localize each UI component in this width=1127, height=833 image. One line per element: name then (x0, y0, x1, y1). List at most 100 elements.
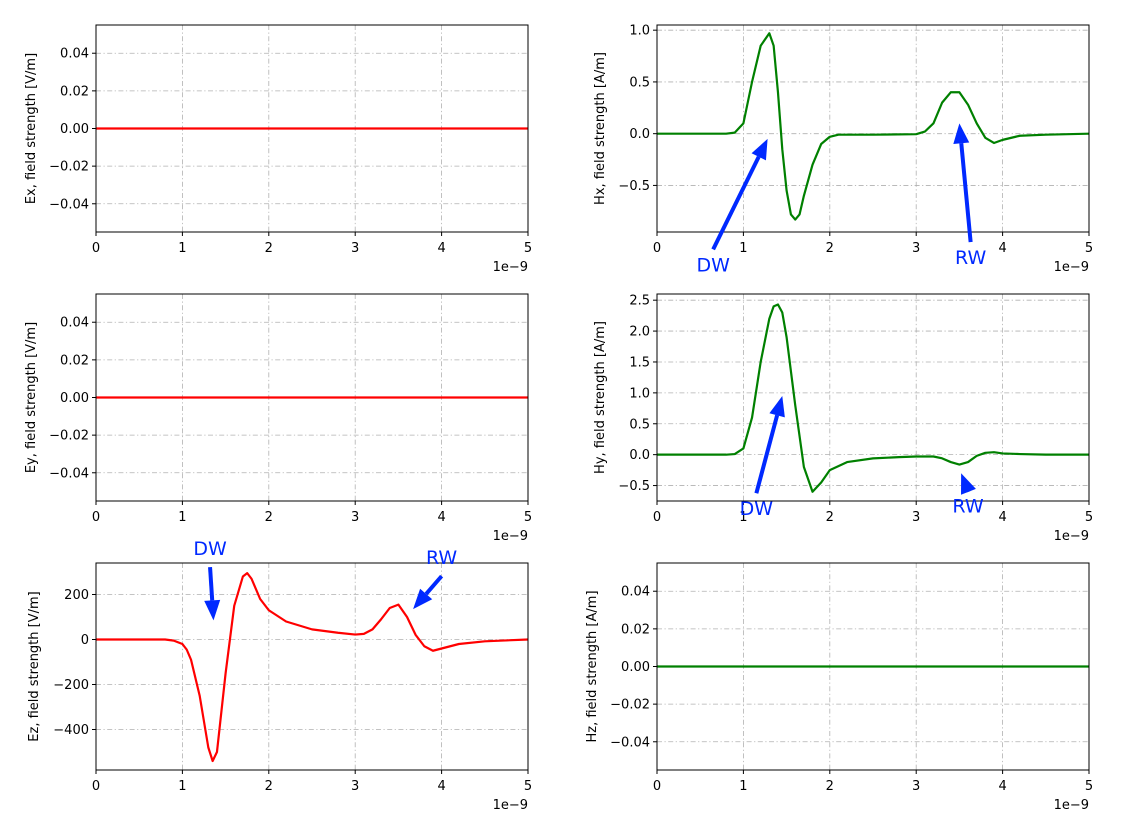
ey-x-tick-label: 0 (92, 510, 100, 525)
ez-annotation-label: RW (426, 547, 457, 569)
hy-x-tick-label: 5 (1085, 510, 1093, 525)
hy-annotations: DW RW (740, 395, 984, 520)
ez-series-line (96, 572, 528, 763)
hz-y-tick-label: 0.00 (621, 660, 650, 675)
ex-x-tick-label: 3 (351, 241, 359, 256)
hz-x-tick-label: 1 (739, 779, 747, 794)
hx-y-axis-label: Hx, field strength [A/m] (593, 52, 608, 205)
hz-x-tick-label: 0 (653, 779, 661, 794)
hx-x-offset-label: 1e−9 (1054, 260, 1089, 275)
ez-x-tick-label: 5 (524, 779, 532, 794)
hy-y-tick-label: 0.5 (629, 417, 650, 432)
hy-y-tick-label: 1.5 (629, 355, 650, 370)
ex-y-axis-label: Ex, field strength [V/m] (24, 53, 39, 204)
ez-y-tick-label: −400 (53, 723, 89, 738)
hx-x-tick-label: 4 (998, 241, 1006, 256)
hx-annotation-arrow-shaft (711, 155, 761, 251)
hx-y-tick-label: 0.5 (629, 75, 650, 90)
ex-ticks: 0 1 2 3 4 5 −0.04 −0.02 0.00 0.02 0.04 (49, 47, 532, 256)
hz-ticks: 0 1 2 3 4 5 −0.04 −0.02 0.00 0.02 0.04 (610, 585, 1093, 794)
ey-ticks: 0 1 2 3 4 5 −0.04 −0.02 0.00 0.02 0.04 (49, 316, 532, 525)
hy-annotation-label: RW (952, 496, 983, 518)
hx-grid (656, 25, 1090, 232)
ez-axes-frame (95, 562, 529, 771)
ez-x-tick-label: 1 (178, 779, 186, 794)
hz-x-tick-label: 2 (826, 779, 834, 794)
hy-y-tick-label: 2.5 (629, 294, 650, 309)
hx-axes-frame (656, 24, 1090, 233)
ez-annotations: DW RW (193, 538, 457, 621)
ex-subplot: 0 1 2 3 4 5 −0.04 −0.02 0.00 0.02 0.04 1e−9 Ex, fi… (24, 24, 532, 275)
hy-annotation-arrow-head (769, 395, 785, 418)
ez-x-tick-label: 4 (437, 779, 445, 794)
hx-annotation-arrow-head (953, 123, 970, 144)
ex-x-tick-label: 1 (178, 241, 186, 256)
hx-ticks: 0 1 2 3 4 5 −0.5 0.0 0.5 1.0 (618, 24, 1093, 256)
hx-y-tick-label: 1.0 (629, 24, 650, 39)
hx-x-tick-label: 3 (912, 241, 920, 256)
hx-subplot: 0 1 2 3 4 5 −0.5 0.0 0.5 1.0 1e−9 Hx, field stren… (593, 24, 1093, 277)
ez-annotation-arrow-shaft (424, 574, 444, 596)
hy-series-line (657, 303, 1089, 493)
ez-ticks: 0 1 2 3 4 5 −400 −200 0 200 (53, 588, 532, 794)
ez-annotation-arrow-head (204, 599, 221, 621)
hy-annotation-label: DW (740, 498, 774, 520)
ez-y-tick-label: −200 (53, 678, 89, 693)
hy-annotation-arrow-shaft (754, 414, 780, 494)
ex-y-tick-label: 0.00 (60, 122, 89, 137)
hz-y-tick-label: −0.04 (610, 735, 650, 750)
ex-x-tick-label: 5 (524, 241, 532, 256)
ey-y-tick-label: −0.04 (49, 466, 89, 481)
hz-y-tick-label: −0.02 (610, 698, 650, 713)
hy-x-tick-label: 3 (912, 510, 920, 525)
hy-plot-area (657, 303, 1089, 493)
ey-y-tick-label: −0.02 (49, 429, 89, 444)
ey-x-tick-label: 3 (351, 510, 359, 525)
hz-x-tick-label: 3 (912, 779, 920, 794)
ey-y-tick-label: 0.02 (60, 353, 89, 368)
hx-y-tick-label: −0.5 (618, 179, 650, 194)
ey-x-tick-label: 2 (265, 510, 273, 525)
ey-x-tick-label: 1 (178, 510, 186, 525)
hx-x-tick-label: 1 (739, 241, 747, 256)
hy-axes-frame (656, 293, 1090, 502)
ez-y-tick-label: 200 (64, 588, 89, 603)
ez-x-tick-label: 2 (265, 779, 273, 794)
hz-x-offset-label: 1e−9 (1054, 798, 1089, 813)
ez-plot-area (96, 572, 528, 763)
ez-annotation-label: DW (193, 538, 227, 560)
hy-y-axis-label: Hy, field strength [A/m] (593, 321, 608, 474)
hy-x-offset-label: 1e−9 (1054, 529, 1089, 544)
ez-subplot: 0 1 2 3 4 5 −400 −200 0 200 1e−9 Ez, field streng… (27, 538, 532, 813)
hy-y-tick-label: 2.0 (629, 325, 650, 340)
ex-x-offset-label: 1e−9 (493, 260, 528, 275)
ey-y-tick-label: 0.00 (60, 391, 89, 406)
hy-y-tick-label: −0.5 (618, 479, 650, 494)
hy-x-tick-label: 1 (739, 510, 747, 525)
hz-y-tick-label: 0.02 (621, 622, 650, 637)
hx-y-tick-label: 0.0 (629, 127, 650, 142)
ez-x-offset-label: 1e−9 (493, 798, 528, 813)
hy-x-tick-label: 4 (998, 510, 1006, 525)
ex-y-tick-label: 0.02 (60, 84, 89, 99)
hx-annotation-label: DW (696, 254, 730, 276)
ey-subplot: 0 1 2 3 4 5 −0.04 −0.02 0.00 0.02 0.04 1e−9 Ey, fi… (24, 293, 532, 544)
hy-ticks: 0 1 2 3 4 5 −0.5 0.0 0.5 1.0 1.5 2.0 2.5 (618, 294, 1093, 525)
hx-annotation-label: RW (955, 247, 986, 269)
ex-x-tick-label: 2 (265, 241, 273, 256)
ez-annotation-arrow-shaft (208, 566, 215, 601)
ex-y-tick-label: −0.02 (49, 160, 89, 175)
hy-x-tick-label: 0 (653, 510, 661, 525)
ez-y-axis-label: Ez, field strength [V/m] (27, 591, 42, 741)
ez-annotation-arrow-head (413, 588, 433, 610)
ex-x-tick-label: 0 (92, 241, 100, 256)
ez-x-tick-label: 0 (92, 779, 100, 794)
hx-series-line (657, 32, 1089, 221)
hy-subplot: 0 1 2 3 4 5 −0.5 0.0 0.5 1.0 1.5 2.0 2.5 1e−9 Hy, fi… (593, 293, 1093, 544)
hx-x-tick-label: 5 (1085, 241, 1093, 256)
hy-y-tick-label: 0.0 (629, 448, 650, 463)
hx-annotations: DW RW (696, 123, 986, 276)
hx-x-tick-label: 2 (826, 241, 834, 256)
hx-x-tick-label: 0 (653, 241, 661, 256)
